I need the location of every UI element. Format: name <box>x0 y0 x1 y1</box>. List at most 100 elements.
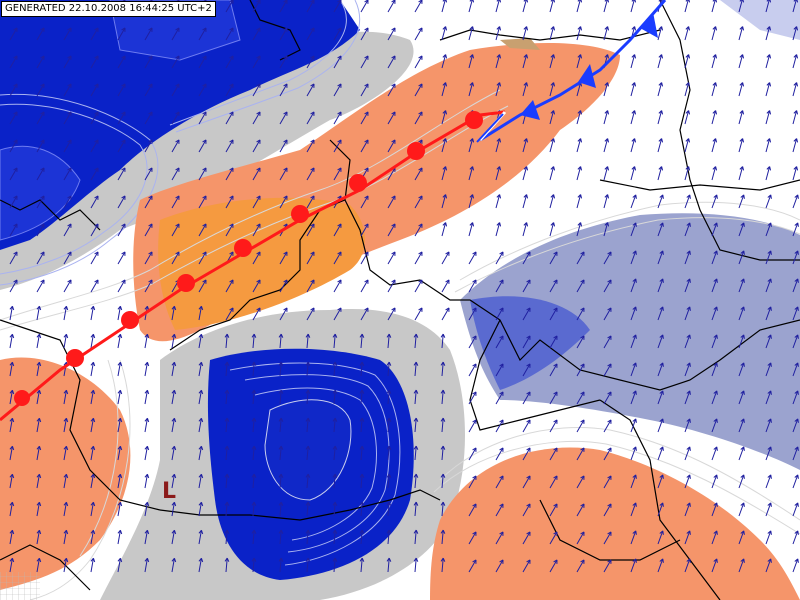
wind-arrow <box>711 166 718 181</box>
wind-arrow <box>359 473 365 489</box>
wind-arrow <box>36 83 45 97</box>
wind-arrow <box>657 502 664 517</box>
wind-arrow <box>9 27 18 41</box>
wind-arrow <box>63 557 69 573</box>
warm-front-bulb <box>14 390 30 406</box>
wind-arrow <box>711 418 718 433</box>
wind-arrow <box>765 530 772 545</box>
wind-arrow <box>441 222 448 237</box>
wind-arrow <box>251 473 257 489</box>
warm-front-bulb <box>349 174 367 192</box>
wind-arrow <box>522 447 531 461</box>
wind-arrow <box>144 111 153 125</box>
wind-arrow <box>251 417 257 433</box>
wind-arrow <box>576 559 585 573</box>
wind-arrow <box>738 166 745 181</box>
wind-arrow <box>468 0 475 13</box>
wind-arrow <box>711 306 718 321</box>
wind-arrow <box>495 251 504 265</box>
wind-arrow <box>765 362 772 377</box>
wind-arrow <box>279 279 288 293</box>
wind-arrow <box>765 194 772 209</box>
wind-arrow <box>36 251 45 265</box>
wind-arrow <box>63 389 69 405</box>
wind-arrow <box>171 55 180 69</box>
wind-arrow <box>360 251 369 265</box>
warm-front-bulb <box>177 274 195 292</box>
wind-arrow <box>63 501 69 517</box>
wind-arrow <box>252 111 261 125</box>
wind-arrow <box>468 475 477 489</box>
wind-arrow <box>198 333 204 349</box>
wind-arrow <box>306 251 315 265</box>
wind-arrow <box>684 82 691 97</box>
wind-arrow <box>522 138 529 153</box>
wind-arrow <box>332 557 338 573</box>
wind-arrow <box>198 111 207 125</box>
wind-arrow <box>171 473 177 489</box>
wind-arrow <box>413 529 419 545</box>
wind-arrow <box>684 110 691 125</box>
wind-arrow <box>36 55 45 69</box>
wind-arrow <box>792 362 799 377</box>
wind-arrow <box>387 83 396 97</box>
wind-arrow <box>225 139 234 153</box>
wind-arrow <box>684 166 691 181</box>
wind-arrow <box>387 55 396 69</box>
wind-arrow <box>711 82 718 97</box>
wind-arrow <box>252 27 261 41</box>
wind-arrow <box>333 167 342 181</box>
wind-arrow <box>225 167 234 181</box>
wind-arrow <box>9 389 15 405</box>
wind-arrow <box>549 503 558 517</box>
wind-arrow <box>792 390 799 405</box>
wind-arrow <box>386 417 392 433</box>
wind-arrow <box>549 166 556 181</box>
wind-arrow <box>603 279 612 293</box>
wind-arrow <box>711 250 718 265</box>
wind-arrow <box>522 54 529 69</box>
wind-arrow <box>225 27 234 41</box>
wind-arrow <box>576 110 583 125</box>
wind-arrow <box>495 0 502 13</box>
wind-arrow <box>117 529 123 545</box>
wind-arrow <box>144 417 150 433</box>
warm-front-bulb <box>407 142 425 160</box>
wind-arrow <box>386 501 392 517</box>
wind-arrow <box>657 418 664 433</box>
wind-arrow <box>576 363 585 377</box>
wind-arrow <box>603 110 610 125</box>
warm-front <box>0 110 506 422</box>
wind-arrow <box>792 446 799 461</box>
wind-arrow <box>495 475 504 489</box>
wind-arrow <box>657 138 664 153</box>
wind-arrow <box>413 417 419 433</box>
wind-arrow <box>468 419 477 433</box>
wind-arrow <box>738 110 745 125</box>
wind-arrow <box>36 139 45 153</box>
wind-arrow <box>117 501 123 517</box>
wind-arrow <box>738 222 745 237</box>
wind-arrow <box>657 390 664 405</box>
wind-arrow <box>198 279 207 293</box>
wind-arrow <box>549 531 558 545</box>
wind-arrow <box>630 334 637 349</box>
wind-arrow <box>630 446 637 461</box>
cold-front <box>476 0 667 143</box>
wind-arrow <box>9 557 15 573</box>
wind-arrow <box>792 138 799 153</box>
wind-arrow <box>738 0 745 13</box>
wind-arrow <box>603 447 612 461</box>
wind-arrow <box>792 502 799 517</box>
warm-front-bulb <box>66 349 84 367</box>
wind-arrow <box>711 390 718 405</box>
wind-arrow <box>630 250 637 265</box>
wind-arrow <box>603 0 610 13</box>
wind-arrow <box>306 111 315 125</box>
wind-arrow <box>522 307 531 321</box>
wind-arrow <box>684 278 691 293</box>
wind-arrow <box>279 27 288 41</box>
wind-arrow <box>495 54 502 69</box>
isolines-south <box>229 362 401 566</box>
wind-arrow <box>171 223 180 237</box>
